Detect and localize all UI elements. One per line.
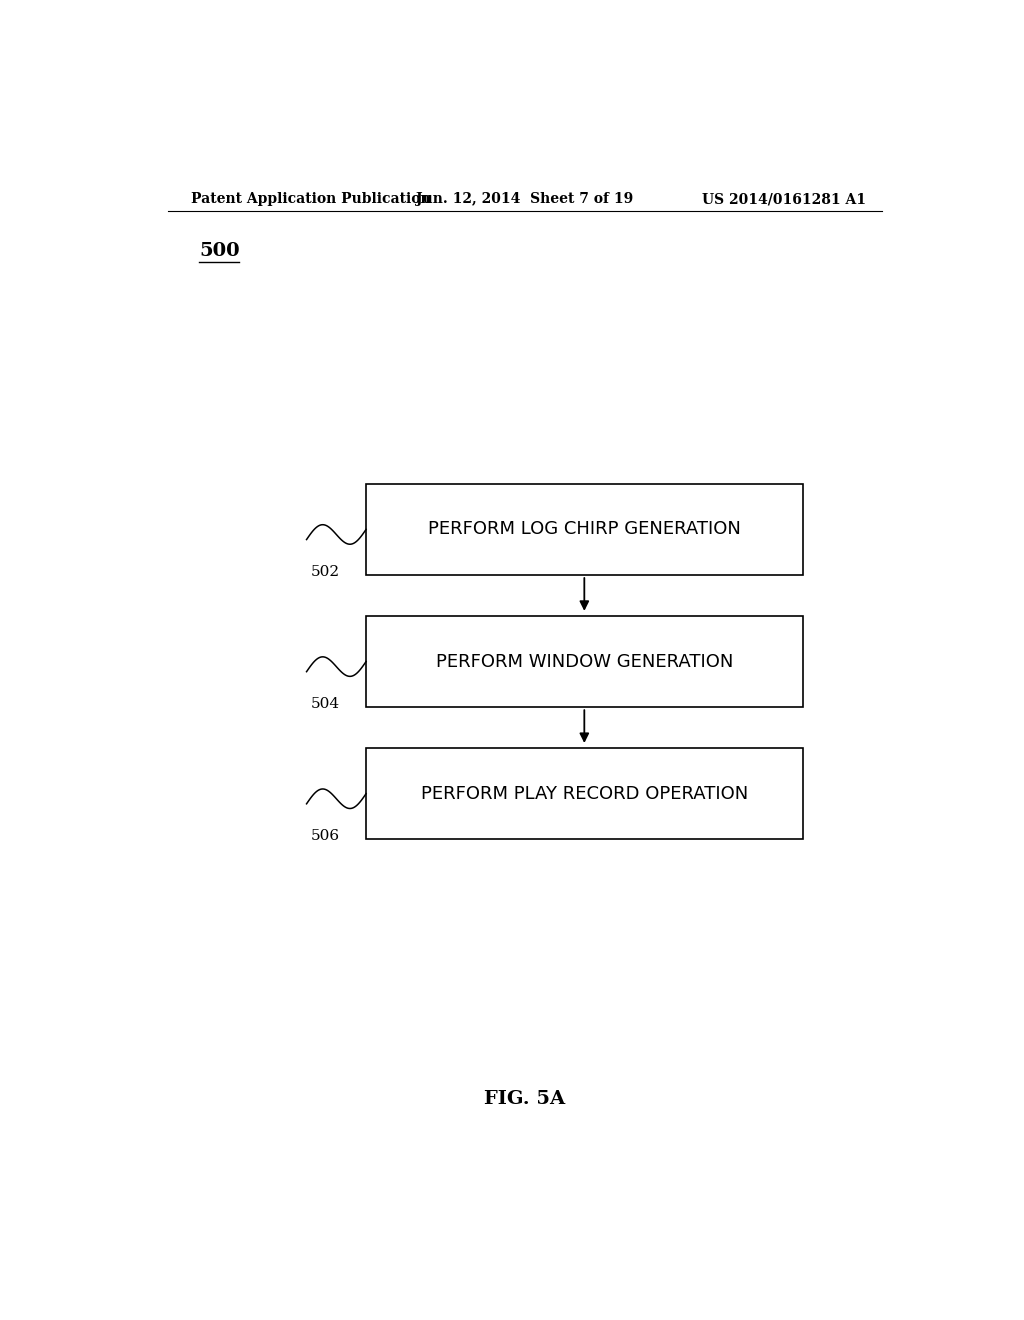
Bar [367, 748, 803, 840]
Text: Jun. 12, 2014  Sheet 7 of 19: Jun. 12, 2014 Sheet 7 of 19 [416, 191, 634, 206]
Bar [367, 483, 803, 576]
Text: 506: 506 [310, 829, 340, 843]
Text: PERFORM PLAY RECORD OPERATION: PERFORM PLAY RECORD OPERATION [421, 784, 748, 803]
Text: PERFORM WINDOW GENERATION: PERFORM WINDOW GENERATION [435, 652, 733, 671]
Text: 500: 500 [199, 242, 240, 260]
Text: Patent Application Publication: Patent Application Publication [191, 191, 431, 206]
Text: 502: 502 [310, 565, 340, 579]
Text: PERFORM LOG CHIRP GENERATION: PERFORM LOG CHIRP GENERATION [428, 520, 740, 539]
Text: 504: 504 [310, 697, 340, 711]
Bar [367, 615, 803, 708]
Text: FIG. 5A: FIG. 5A [484, 1089, 565, 1107]
Text: US 2014/0161281 A1: US 2014/0161281 A1 [702, 191, 866, 206]
